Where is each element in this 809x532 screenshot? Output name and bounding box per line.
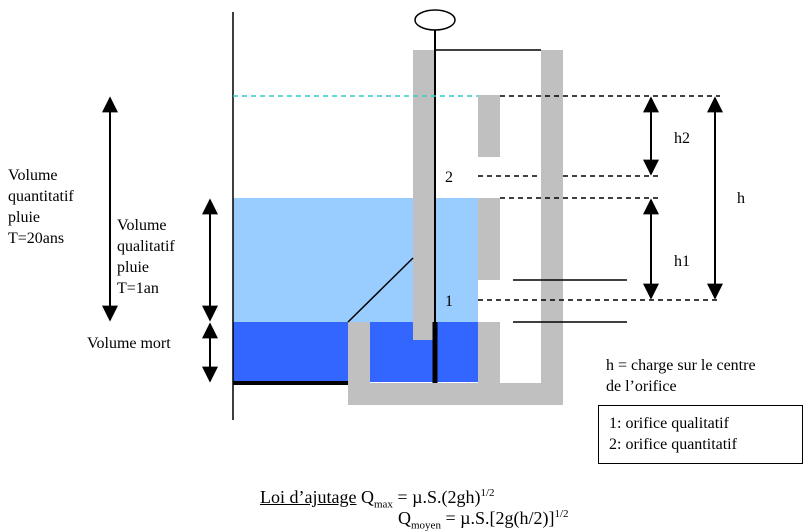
partition-upper — [478, 95, 500, 157]
h1-label: h1 — [674, 253, 690, 270]
orifice-2-marker: 2 — [445, 169, 453, 186]
formula-qmax: Loi d’ajutage Qmax = µ.S.(2gh)1/2 — [260, 487, 495, 511]
outer-wall — [541, 50, 563, 323]
h-label: h — [737, 190, 745, 207]
formula-title: Loi d’ajutage — [260, 487, 357, 507]
partition-middle — [478, 198, 500, 280]
head-definition-note: h = charge sur le centre de l’orifice — [606, 357, 756, 395]
formula-qmoyen: Qmoyen = µ.S.[2g(h/2)]1/2 — [398, 508, 569, 532]
h2-label: h2 — [674, 130, 690, 147]
orifice-1-marker: 1 — [445, 293, 453, 310]
qualitative-volume-label: Volume qualitatif pluie T=1an — [117, 217, 175, 297]
inner-wall — [413, 50, 435, 340]
dead-volume-label: Volume mort — [87, 335, 171, 352]
qualitative-volume-water — [233, 198, 478, 322]
handwheel-icon — [414, 9, 456, 31]
legend-item-qualitative: 1: orifice qualitatif — [609, 415, 729, 432]
dead-volume-water-left — [233, 322, 348, 382]
slope-line — [347, 257, 414, 323]
quantitative-volume-label: Volume quantitatif pluie T=20ans — [8, 167, 74, 247]
legend-item-quantitative: 2: orifice quantitatif — [609, 436, 737, 453]
orifice-legend: 1: orifice qualitatif 2: orifice quantit… — [598, 405, 803, 464]
concrete-sump — [348, 322, 563, 405]
